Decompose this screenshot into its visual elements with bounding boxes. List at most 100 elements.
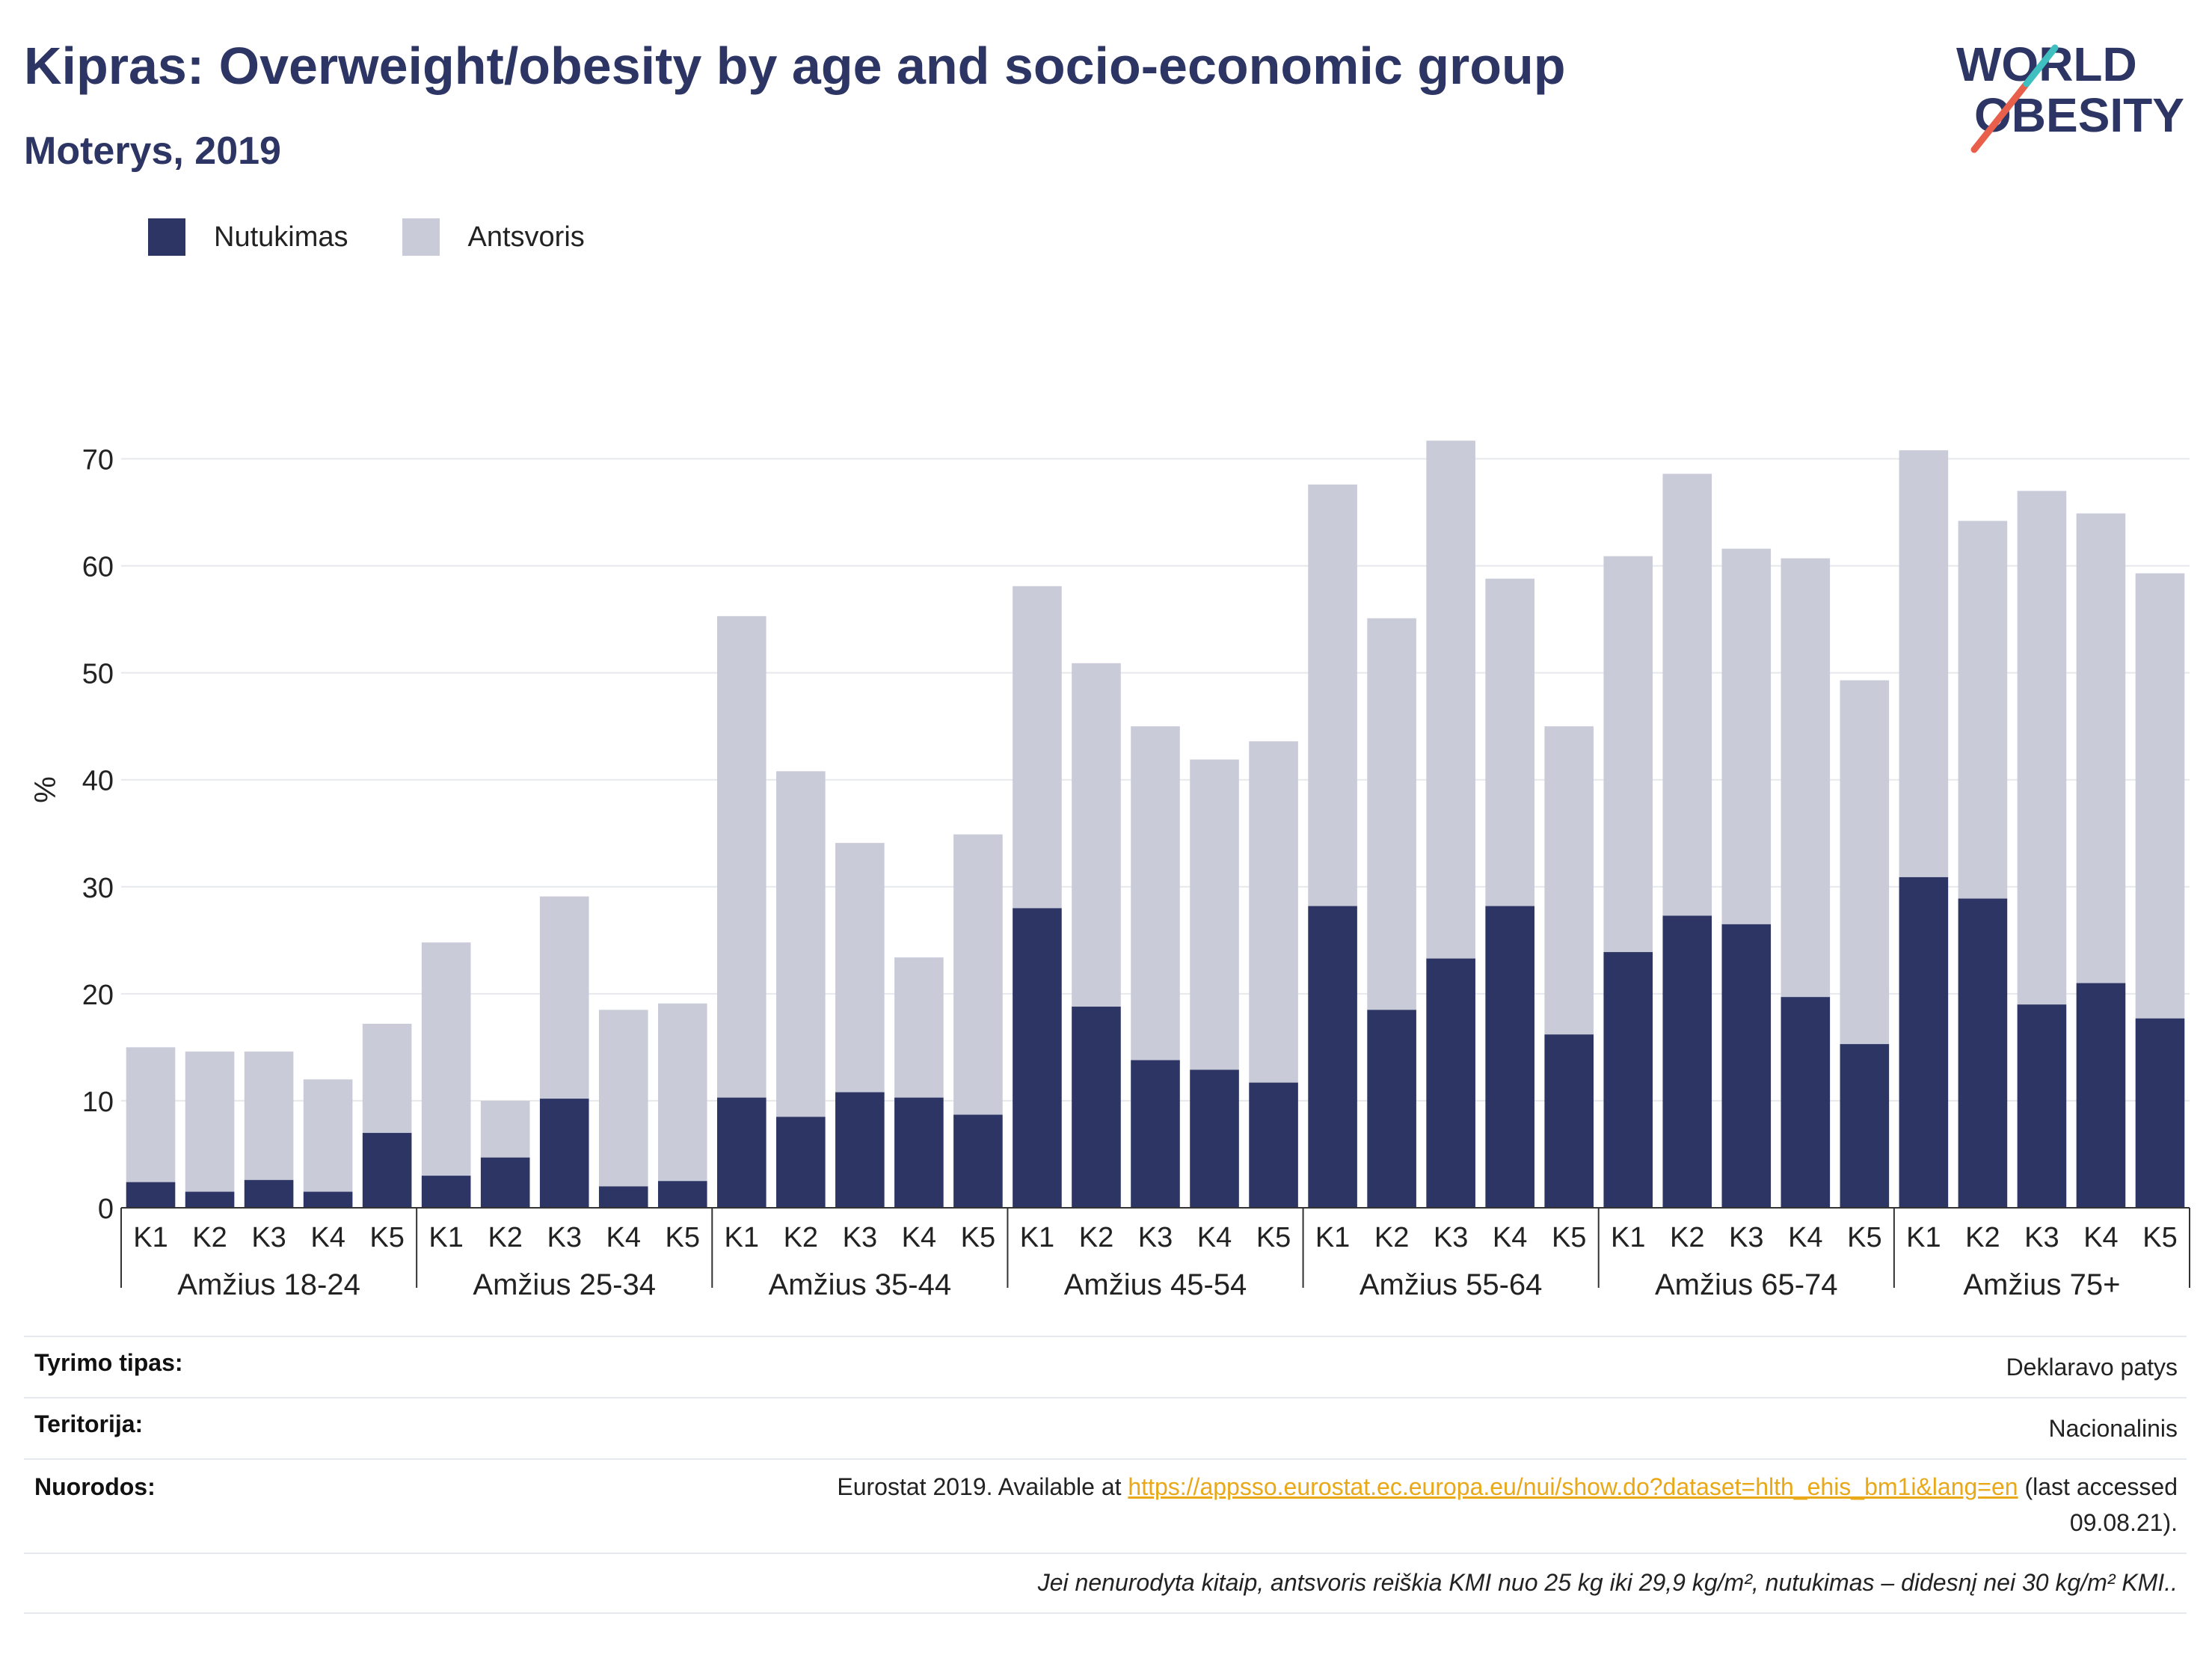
logo-word-obesity: OBESITY <box>1974 88 2184 142</box>
info-val-territory: Nacionalinis <box>2048 1415 2178 1442</box>
info-key-territory: Teritorija: <box>34 1410 144 1437</box>
x-tick-label: K5 <box>1256 1222 1291 1253</box>
bar-overweight <box>2135 573 2185 1019</box>
bar-overweight <box>303 1079 353 1192</box>
bar-overweight <box>1840 680 1890 1045</box>
y-tick-label: 30 <box>82 873 114 904</box>
bar-overweight <box>1190 759 1239 1070</box>
bar-overweight <box>717 615 766 1098</box>
bar-obesity <box>362 1132 412 1208</box>
bar-overweight <box>894 957 944 1098</box>
bar-obesity <box>1190 1069 1239 1208</box>
stacked-bar-chart: 0 10 20 30 40 50 60 70% K1 K2 K3 K4 K5 Amžius 18-24 K1… <box>29 440 2190 1301</box>
x-tick-label: K5 <box>666 1222 700 1253</box>
x-tick-label: K3 <box>1729 1222 1763 1253</box>
x-tick-label: K1 <box>1315 1222 1350 1253</box>
reference-link[interactable]: https://appsso.eurostat.ec.europa.eu/nui… <box>1128 1473 2018 1500</box>
legend-item-obesity[interactable]: Nutukimas <box>148 218 348 256</box>
bar-overweight <box>1899 450 1949 877</box>
bar-obesity <box>657 1181 707 1208</box>
bar-obesity <box>1721 924 1772 1208</box>
bar-overweight <box>1072 663 1121 1007</box>
bar-obesity <box>480 1157 530 1208</box>
info-key-survey-type: Tyrimo tipas: <box>34 1349 183 1376</box>
bar-obesity <box>1249 1082 1298 1208</box>
bar-overweight <box>480 1100 530 1158</box>
x-tick-label: K3 <box>1434 1222 1468 1253</box>
x-tick-label: K1 <box>1611 1222 1645 1253</box>
bar-obesity <box>1781 997 1831 1208</box>
bar-obesity <box>539 1099 589 1208</box>
bar-obesity <box>1131 1060 1180 1208</box>
legend-label-overweight: Antsvoris <box>467 221 585 253</box>
x-tick-label: K3 <box>1138 1222 1173 1253</box>
bar-overweight <box>1662 473 1712 916</box>
bar-obesity <box>2017 1004 2067 1208</box>
bar-overweight <box>1544 726 1594 1035</box>
legend-label-obesity: Nutukimas <box>214 221 348 253</box>
x-tick-label: K1 <box>428 1222 463 1253</box>
x-tick-label: K4 <box>1788 1222 1822 1253</box>
info-row-note: Jei nenurodyta kitaip, antsvoris reiškia… <box>24 1553 2187 1614</box>
x-tick-label: K4 <box>606 1222 641 1253</box>
logo-slash-teal <box>2023 44 2059 87</box>
bar-obesity <box>835 1092 885 1208</box>
bar-obesity <box>894 1097 944 1208</box>
group-label: Amžius 65-74 <box>1655 1268 1838 1301</box>
bar-overweight <box>1249 741 1298 1083</box>
bar-overweight <box>1603 556 1653 953</box>
legend-item-overweight[interactable]: Antsvoris <box>402 218 585 256</box>
bar-obesity <box>1603 952 1653 1208</box>
x-tick-label: K5 <box>1847 1222 1881 1253</box>
x-tick-label: K3 <box>2024 1222 2059 1253</box>
legend-swatch-overweight <box>402 218 440 256</box>
info-val-references: Eurostat 2019. Available at https://apps… <box>837 1469 2187 1541</box>
bar-obesity <box>1958 898 2008 1208</box>
bar-overweight <box>1721 548 1772 924</box>
y-tick-label: 70 <box>82 445 114 476</box>
x-tick-label: K2 <box>1965 1222 2000 1253</box>
chart-title: Kipras: Overweight/obesity by age and so… <box>24 37 1566 95</box>
x-tick-label: K4 <box>902 1222 936 1253</box>
bar-obesity <box>185 1191 235 1208</box>
bar-overweight <box>657 1003 707 1182</box>
group-label: Amžius 55-64 <box>1360 1268 1543 1301</box>
reference-accessed-date: 09.08.21). <box>2069 1509 2178 1536</box>
y-tick-label: 0 <box>98 1194 114 1225</box>
bar-overweight <box>1485 578 1534 906</box>
y-tick-label: 10 <box>82 1087 114 1118</box>
info-table: Tyrimo tipas: Deklaravo patys Teritorija… <box>24 1336 2187 1614</box>
bar-overweight <box>776 771 826 1117</box>
x-tick-label: K5 <box>961 1222 995 1253</box>
x-tick-label: K1 <box>725 1222 759 1253</box>
bar-obesity <box>1367 1010 1416 1208</box>
bar-overweight <box>362 1023 412 1133</box>
bar-overweight <box>185 1051 235 1192</box>
bar-obesity <box>1899 876 1949 1208</box>
bar-obesity <box>421 1176 471 1208</box>
info-val-survey-type: Deklaravo patys <box>2006 1354 2178 1381</box>
bar-obesity <box>1308 906 1357 1208</box>
bar-overweight <box>1781 558 1831 998</box>
x-tick-label: K3 <box>251 1222 286 1253</box>
group-label: Amžius 25-34 <box>473 1268 656 1301</box>
logo-slash-red <box>1970 80 2030 153</box>
info-key-references: Nuorodos: <box>34 1473 156 1500</box>
bar-obesity <box>1072 1007 1121 1208</box>
bar-overweight <box>835 843 885 1093</box>
chart-legend: Nutukimas Antsvoris <box>148 218 639 256</box>
x-tick-label: K3 <box>843 1222 877 1253</box>
bar-obesity <box>1426 958 1475 1208</box>
x-tick-label: K5 <box>1552 1222 1586 1253</box>
bar-overweight <box>1013 586 1062 909</box>
bar-overweight <box>1426 440 1475 959</box>
bar-overweight <box>1131 726 1180 1060</box>
y-tick-label: 50 <box>82 659 114 690</box>
reference-suffix: (last accessed <box>2018 1473 2178 1500</box>
definition-note: Jei nenurodyta kitaip, antsvoris reiškia… <box>1037 1569 2178 1596</box>
x-tick-label: K4 <box>1197 1222 1232 1253</box>
x-tick-label: K2 <box>784 1222 818 1253</box>
bar-obesity <box>717 1097 766 1208</box>
bar-overweight <box>2076 513 2126 983</box>
group-label: Amžius 18-24 <box>177 1268 360 1301</box>
